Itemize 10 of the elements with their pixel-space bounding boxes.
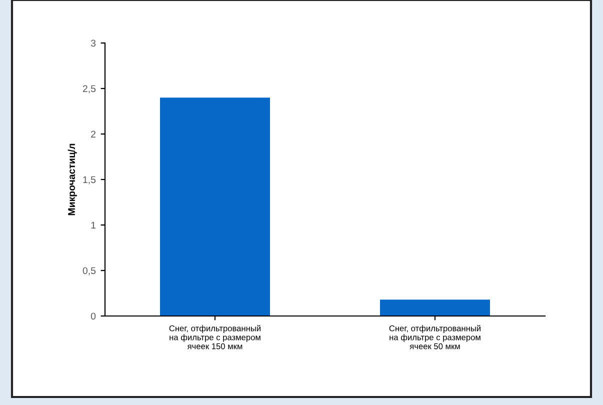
y-tick-label: 2,5: [82, 85, 96, 94]
y-tick-label: 2: [91, 130, 96, 138]
y-tick-label: 1: [91, 222, 96, 229]
y-tick-label: 3: [90, 40, 96, 47]
x-tick-label: Снег, отфильтрованный на фильтре с размером ячеек 150 мкм: [169, 325, 260, 350]
y-tick-label: 0,5: [82, 267, 96, 276]
x-tick-label: Снег, отфильтрованный на фильтре с размером ячеек 50 мкм: [389, 325, 480, 350]
y-tick-label: 0: [90, 312, 96, 320]
y-axis-title: Микрочастиц/л: [68, 144, 77, 216]
y-tick-label: 1,5: [83, 176, 96, 184]
